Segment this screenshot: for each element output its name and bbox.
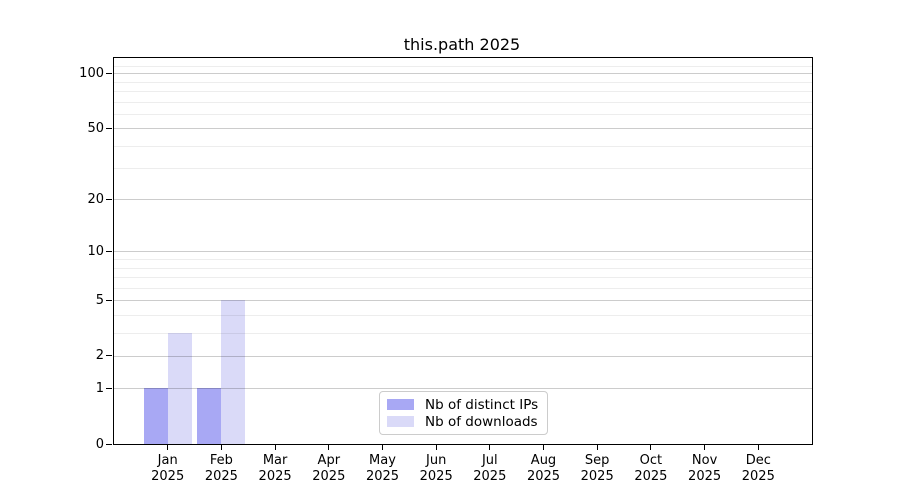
major-gridline <box>114 128 812 130</box>
x-tick-label: Oct 2025 <box>611 453 691 485</box>
minor-gridline <box>114 287 812 289</box>
x-tick-month: May <box>369 453 396 468</box>
x-tick-month: Feb <box>209 453 233 468</box>
x-tick-mark <box>704 445 706 450</box>
x-tick-year: 2025 <box>634 469 668 484</box>
y-tick-label: 1 <box>95 380 104 396</box>
x-tick-mark <box>220 445 222 450</box>
legend-swatch <box>387 416 414 427</box>
y-tick-label: 10 <box>87 243 104 259</box>
x-tick-label: Jun 2025 <box>396 453 476 485</box>
x-tick-month: Jul <box>481 453 498 468</box>
x-tick-mark <box>381 445 384 450</box>
minor-gridline <box>114 276 812 278</box>
plot-area: 0 1 2 5 10 20 50 100 Jan 2025 Feb 2025 Mar 2025 Apr 202… <box>79 57 813 484</box>
x-tick-year: 2025 <box>312 469 346 484</box>
bar-downloads <box>167 332 192 444</box>
y-tick-mark <box>106 387 112 389</box>
x-tick-mark <box>542 445 545 450</box>
legend-label: Nb of distinct IPs <box>425 396 539 413</box>
x-tick-mark <box>435 445 437 450</box>
y-tick-mark <box>106 355 112 357</box>
x-tick-label: Sep 2025 <box>557 453 637 485</box>
x-tick-year: 2025 <box>526 469 561 484</box>
x-tick-month: Oct <box>639 453 663 468</box>
bar-downloads <box>221 300 246 444</box>
major-gridline <box>114 300 812 301</box>
x-tick-month: Aug <box>530 453 557 468</box>
x-tick-label: Feb 2025 <box>181 453 261 485</box>
x-tick-label: Aug 2025 <box>504 453 584 485</box>
y-tick-mark <box>106 127 112 129</box>
major-gridline <box>114 73 812 75</box>
legend-row: Nb of downloads <box>387 413 538 430</box>
y-tick-mark <box>106 443 112 445</box>
x-tick-mark <box>489 445 491 450</box>
y-tick-mark <box>106 299 112 301</box>
minor-gridline <box>114 259 812 260</box>
x-tick-year: 2025 <box>151 469 185 484</box>
x-tick-month: Apr <box>317 453 341 468</box>
x-tick-mark <box>274 445 276 450</box>
legend-row: Nb of distinct IPs <box>387 396 538 413</box>
x-tick-label: Mar 2025 <box>235 453 315 485</box>
x-tick-month: Mar <box>262 453 288 468</box>
x-tick-year: 2025 <box>741 469 775 484</box>
x-tick-month: Sep <box>584 453 610 468</box>
y-tick-label: 50 <box>87 120 104 136</box>
x-tick-year: 2025 <box>473 469 507 484</box>
y-tick-label: 0 <box>95 436 104 452</box>
y-tick-mark <box>106 250 112 252</box>
x-tick-mark <box>328 445 330 450</box>
x-tick-label: Apr 2025 <box>289 453 369 485</box>
legend-swatch <box>387 399 414 410</box>
x-tick-month: Jan <box>157 453 178 468</box>
y-tick-mark <box>106 72 112 74</box>
minor-gridline <box>114 267 812 269</box>
chart-title: this.path 2025 <box>403 35 521 54</box>
y-tick-label: 2 <box>95 348 104 364</box>
x-tick-label: Jul 2025 <box>450 453 530 485</box>
x-tick-year: 2025 <box>688 469 722 484</box>
major-gridline <box>114 199 812 201</box>
x-tick-month: Dec <box>745 453 771 468</box>
x-tick-year: 2025 <box>580 469 614 484</box>
x-tick-year: 2025 <box>204 469 238 484</box>
x-tick-mark <box>167 445 169 450</box>
bar-distinct-ips <box>197 388 222 444</box>
y-tick-mark <box>106 198 112 201</box>
minor-gridline <box>114 332 812 334</box>
minor-gridline <box>114 113 812 115</box>
x-tick-month: Nov <box>691 453 718 468</box>
y-tick-label: 5 <box>95 292 104 308</box>
bar-distinct-ips <box>143 388 168 444</box>
x-tick-mark <box>596 445 598 450</box>
legend-label: Nb of downloads <box>425 413 538 430</box>
x-tick-label: Nov 2025 <box>665 453 745 485</box>
major-gridline <box>114 355 812 357</box>
minor-gridline <box>114 90 812 92</box>
x-tick-label: Jan 2025 <box>128 453 208 485</box>
x-tick-year: 2025 <box>365 469 400 484</box>
x-tick-mark <box>650 445 652 450</box>
minor-gridline <box>114 168 812 170</box>
minor-gridline <box>114 65 812 67</box>
legend: Nb of distinct IPs Nb of downloads <box>379 391 549 435</box>
x-tick-year: 2025 <box>419 469 453 484</box>
x-tick-year: 2025 <box>258 469 292 484</box>
major-gridline <box>114 251 812 253</box>
minor-gridline <box>114 314 812 316</box>
y-tick-label: 20 <box>87 191 104 207</box>
y-tick-label: 100 <box>79 65 104 81</box>
x-tick-month: Jun <box>426 453 447 468</box>
minor-gridline <box>114 81 812 83</box>
minor-gridline <box>114 101 812 103</box>
minor-gridline <box>114 145 812 147</box>
x-tick-label: Dec 2025 <box>718 453 798 485</box>
x-tick-mark <box>757 445 759 450</box>
x-tick-label: May 2025 <box>343 453 423 485</box>
